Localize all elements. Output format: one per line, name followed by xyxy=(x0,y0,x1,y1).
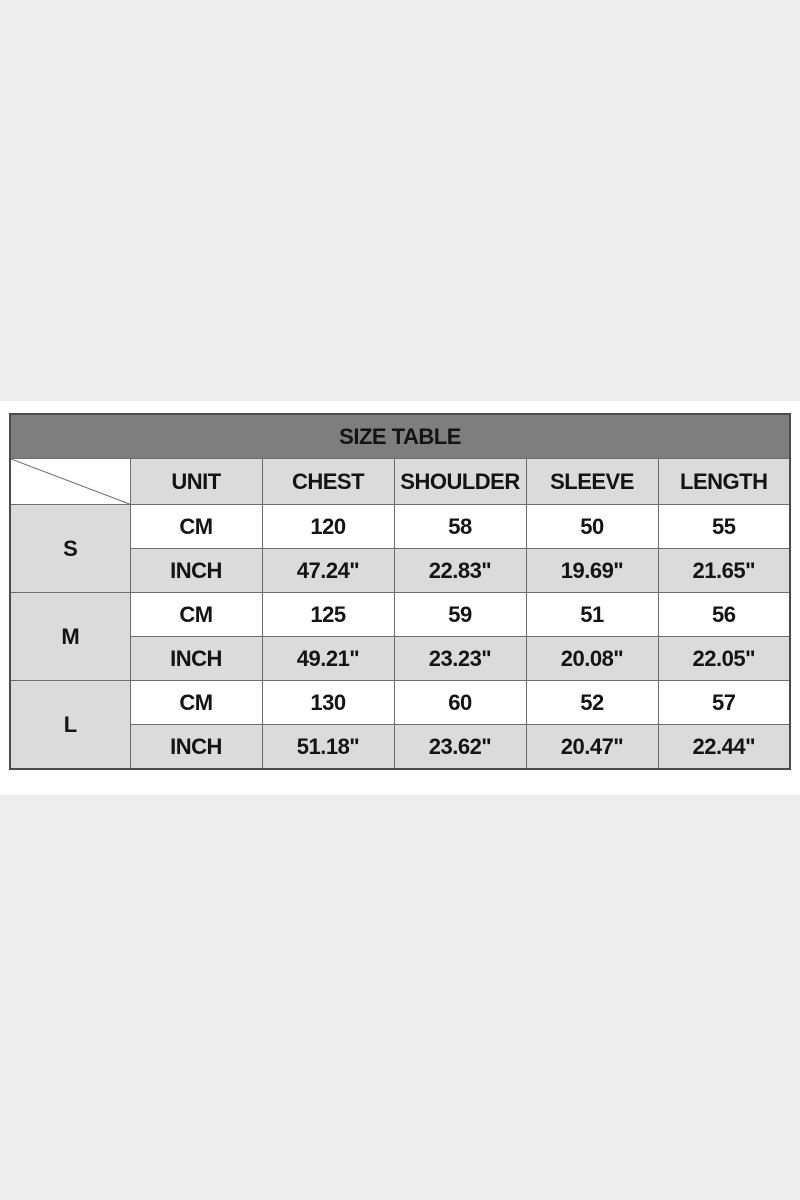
cell-value: 57 xyxy=(657,680,791,725)
cell-value: 120 xyxy=(261,504,395,549)
table-row-m-inch: INCH 49.21" 23.23" 20.08" 22.05" xyxy=(10,636,791,681)
cell-value: 55 xyxy=(657,504,791,549)
cell-value: 21.65" xyxy=(657,548,791,593)
cell-value: 22.05" xyxy=(657,636,791,681)
cell-value: 47.24" xyxy=(261,548,395,593)
cell-value: 23.62" xyxy=(393,724,527,770)
cell-value: 130 xyxy=(261,680,395,725)
table-row-s-cm: S CM 120 58 50 55 xyxy=(9,504,791,593)
unit-label: CM xyxy=(129,592,263,637)
column-header-chest: CHEST xyxy=(261,458,395,505)
cell-value: 22.44" xyxy=(657,724,791,770)
cell-value: 23.23" xyxy=(393,636,527,681)
cell-value: 51 xyxy=(525,592,659,637)
table-row-l-inch: INCH 51.18" 23.62" 20.47" 22.44" xyxy=(10,724,791,770)
cell-value: 50 xyxy=(525,504,659,549)
cell-value: 22.83" xyxy=(393,548,527,593)
table-row-m-cm: M CM 125 59 51 56 xyxy=(9,592,791,681)
cell-value: 49.21" xyxy=(261,636,395,681)
table-row-l-cm: L CM 130 60 52 57 xyxy=(9,680,791,770)
column-header-sleeve: SLEEVE xyxy=(525,458,659,505)
diagonal-divider-icon xyxy=(11,459,130,504)
cell-value: 52 xyxy=(525,680,659,725)
cell-value: 60 xyxy=(393,680,527,725)
cell-value: 125 xyxy=(261,592,395,637)
size-table: SIZE TABLE UNIT CHEST SHOULDER SLEEVE LE… xyxy=(9,413,792,770)
size-label-l: L xyxy=(9,680,131,770)
title-row: SIZE TABLE xyxy=(9,413,791,459)
column-header-unit: UNIT xyxy=(129,458,263,505)
table-row-s-inch: INCH 47.24" 22.83" 19.69" 21.65" xyxy=(10,548,791,593)
column-header-shoulder: SHOULDER xyxy=(393,458,527,505)
column-header-length: LENGTH xyxy=(657,458,791,505)
size-label-m: M xyxy=(9,592,131,681)
unit-label: CM xyxy=(129,504,263,549)
size-table-container: SIZE TABLE UNIT CHEST SHOULDER SLEEVE LE… xyxy=(9,413,792,770)
column-header-row: UNIT CHEST SHOULDER SLEEVE LENGTH xyxy=(9,458,791,505)
size-label-s: S xyxy=(9,504,131,593)
corner-diagonal-cell xyxy=(9,458,131,505)
unit-label: INCH xyxy=(129,636,263,681)
cell-value: 56 xyxy=(657,592,791,637)
cell-value: 20.08" xyxy=(525,636,659,681)
cell-value: 51.18" xyxy=(261,724,395,770)
cell-value: 58 xyxy=(393,504,527,549)
size-table-title: SIZE TABLE xyxy=(9,413,791,459)
cell-value: 19.69" xyxy=(525,548,659,593)
cell-value: 20.47" xyxy=(525,724,659,770)
unit-label: CM xyxy=(129,680,263,725)
unit-label: INCH xyxy=(129,724,263,770)
cell-value: 59 xyxy=(393,592,527,637)
unit-label: INCH xyxy=(129,548,263,593)
